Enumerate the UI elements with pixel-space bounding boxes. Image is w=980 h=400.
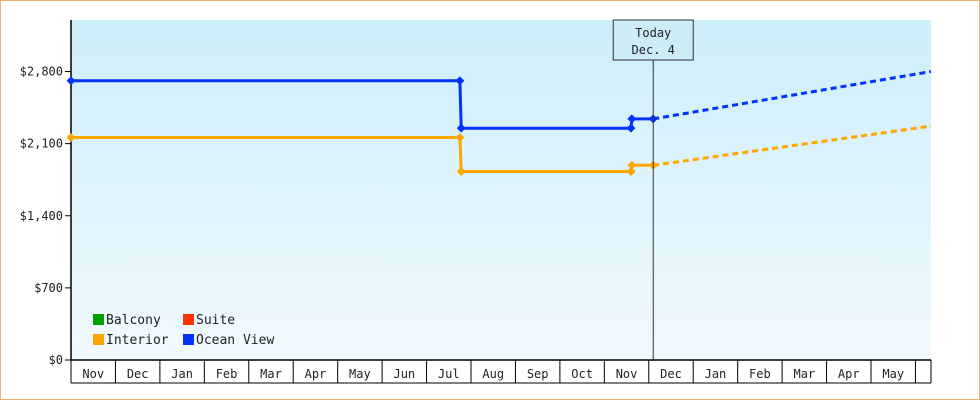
today-label: Today bbox=[635, 26, 671, 40]
y-axis: $0 $700 $1,400 $2,100 $2,800 bbox=[20, 20, 72, 367]
legend-label[interactable]: Balcony bbox=[106, 313, 161, 328]
x-month-label: Aug bbox=[482, 367, 504, 381]
today-marker: Today Dec. 4 bbox=[612, 19, 694, 360]
today-box bbox=[612, 19, 694, 61]
series-forecast-interior bbox=[652, 124, 932, 167]
y-tick-label: $700 bbox=[34, 281, 63, 295]
y-tick-label: $0 bbox=[49, 353, 63, 367]
x-month-label: Jan bbox=[705, 367, 727, 381]
x-month-label: Dec bbox=[660, 367, 682, 381]
series-forecast-ocean-view bbox=[652, 70, 932, 121]
x-month-label: Oct bbox=[571, 367, 593, 381]
series-point[interactable] bbox=[455, 76, 465, 86]
x-month-label: Apr bbox=[838, 367, 860, 381]
x-month-label: Feb bbox=[216, 367, 238, 381]
legend-swatch bbox=[93, 334, 104, 345]
x-month-label: Feb bbox=[749, 367, 771, 381]
x-month-label: Apr bbox=[305, 367, 327, 381]
x-month-label: Nov bbox=[82, 367, 104, 381]
series-point[interactable] bbox=[627, 160, 637, 170]
today-date: Dec. 4 bbox=[632, 43, 675, 57]
x-month-label: Nov bbox=[616, 367, 638, 381]
legend: Balcony Suite Interior Ocean View bbox=[93, 313, 274, 348]
plot-area bbox=[71, 20, 931, 360]
x-month-label: Mar bbox=[260, 367, 282, 381]
legend-swatch bbox=[183, 334, 194, 345]
y-tick-label: $2,800 bbox=[20, 65, 63, 79]
series-point[interactable] bbox=[66, 132, 76, 142]
series-point[interactable] bbox=[627, 114, 637, 124]
x-month-label: Sep bbox=[527, 367, 549, 381]
x-month-label: Jul bbox=[438, 367, 460, 381]
x-month-label: Jun bbox=[393, 367, 415, 381]
x-month-label: Dec bbox=[127, 367, 149, 381]
x-axis: Nov Dec Jan Feb Mar Apr May Jun Jul Aug Sep Oct Nov D… bbox=[70, 359, 932, 384]
series-point[interactable] bbox=[66, 76, 76, 86]
series-point[interactable] bbox=[456, 123, 466, 133]
legend-label[interactable]: Suite bbox=[196, 313, 235, 328]
x-month-label: Mar bbox=[793, 367, 815, 381]
legend-swatch bbox=[93, 314, 104, 325]
series-layer bbox=[66, 70, 932, 176]
x-month-label: May bbox=[349, 367, 371, 381]
y-tick-label: $1,400 bbox=[20, 209, 63, 223]
series-point[interactable] bbox=[626, 166, 636, 176]
y-tick-label: $2,100 bbox=[20, 137, 63, 151]
series-point[interactable] bbox=[626, 123, 636, 133]
legend-label[interactable]: Interior bbox=[106, 333, 169, 348]
series-point[interactable] bbox=[456, 166, 466, 176]
x-month-label: May bbox=[882, 367, 904, 381]
series-point[interactable] bbox=[455, 132, 465, 142]
x-month-label: Jan bbox=[171, 367, 193, 381]
legend-swatch bbox=[183, 314, 194, 325]
legend-label[interactable]: Ocean View bbox=[196, 333, 274, 348]
